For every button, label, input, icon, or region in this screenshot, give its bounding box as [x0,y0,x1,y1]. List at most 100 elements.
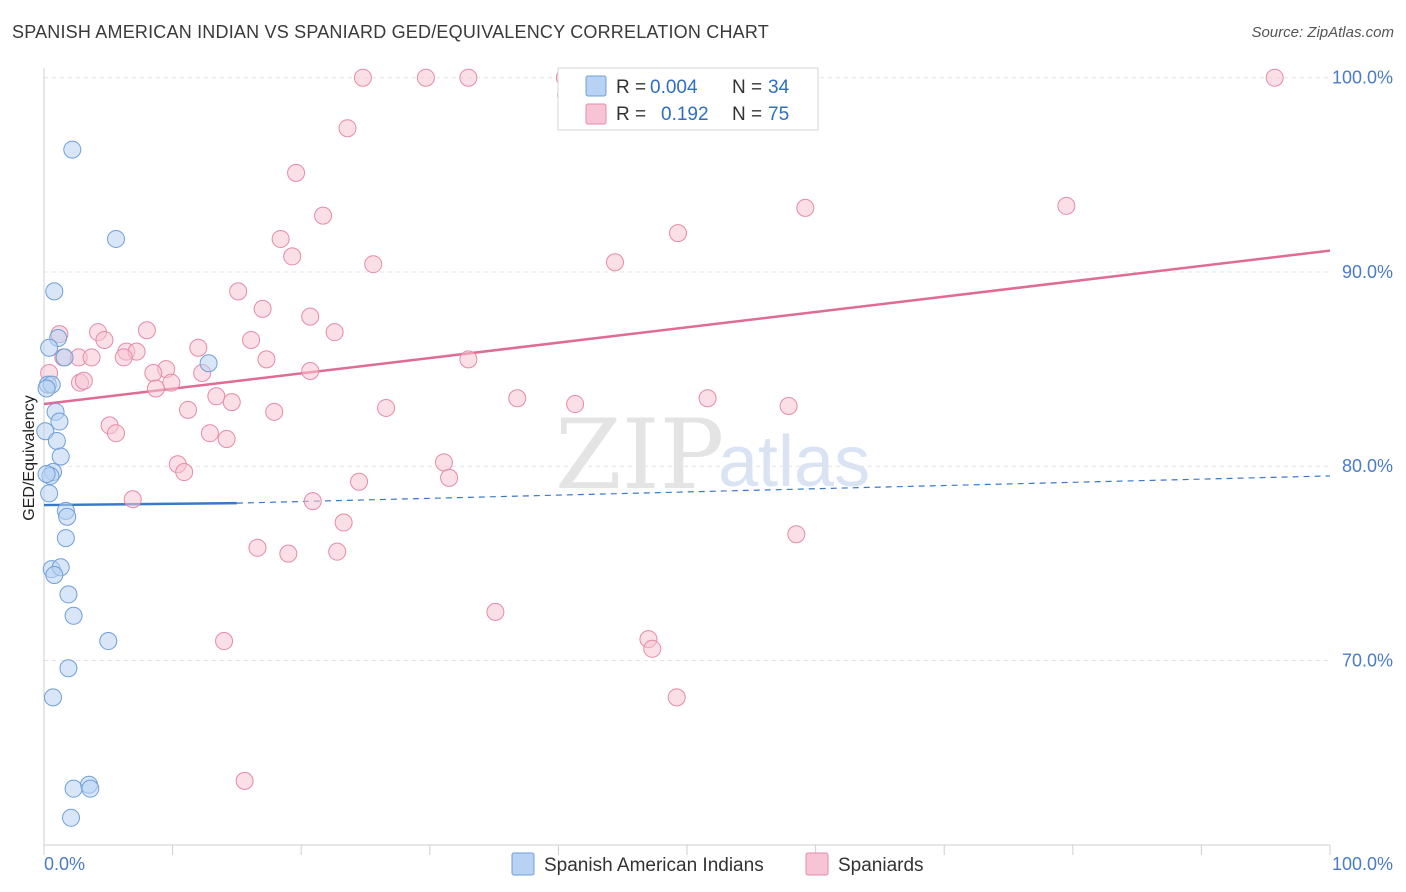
spaniards-point [350,472,369,491]
spanish-american-indians-point [37,379,56,398]
spaniards-point [248,538,267,557]
spanish-american-indians-point [81,779,100,798]
gridlines [44,77,1330,661]
spaniards-point [283,247,302,266]
bottom-legend-swatch-pink [805,852,829,876]
spaniards-point [643,639,662,658]
spaniards-point [279,544,298,563]
spaniards-point [338,119,357,138]
spanish-american-indians-point [59,585,78,604]
spaniards-point [353,68,372,87]
spaniards-point [207,387,226,406]
spanish-american-indians-point [45,565,64,584]
spaniards-point [242,330,261,349]
legend-r-label-blue: R = [616,77,646,98]
legend-swatch-pink [585,103,607,125]
x-tick-label-max: 100.0% [1332,854,1393,874]
spaniards-point [440,468,459,487]
legend-n-value-pink: 75 [768,104,789,125]
spaniards-point [175,463,194,482]
y-tick-label: 90.0% [1342,262,1393,282]
spanish-american-indians-point [37,464,56,483]
spaniards-point [229,282,248,301]
spaniards-point [605,253,624,272]
spaniards-points [40,68,1284,790]
bottom-legend-label-blue: Spanish American Indians [544,855,764,876]
spanish-american-indians-point [50,412,69,431]
spaniards-point [222,393,241,412]
spaniards-point [107,424,126,443]
spanish-american-indians-point [56,529,75,548]
spaniards-point [137,321,156,340]
spaniards-point [114,348,133,367]
spaniards-point [459,350,478,369]
spanish-american-indians-point [44,688,63,707]
spaniards-point [287,163,306,182]
spaniards-point [1057,196,1076,215]
bottom-legend: Spanish American Indians Spaniards [511,852,924,876]
spaniards-point [301,307,320,326]
spaniards-point [74,371,93,390]
watermark-atlas: atlas [718,422,870,502]
spaniards-point [217,430,236,449]
y-tick-label: 70.0% [1342,650,1393,670]
x-tick-label-min: 0.0% [44,854,85,874]
spanish-american-indians-point [99,632,118,651]
chart-title: SPANISH AMERICAN INDIAN VS SPANIARD GED/… [12,22,769,42]
spaniards-point [301,362,320,381]
spaniards-point [82,348,101,367]
legend-r-label-pink: R = [616,104,646,125]
bottom-legend-swatch-blue [511,852,535,876]
spanish-american-indians-point [59,659,78,678]
spanish-american-indians-point [58,507,77,526]
spanish-american-indians-points [36,140,218,827]
spanish-american-indians-point [45,282,64,301]
y-tick-labels: 70.0% 80.0% 90.0% 100.0% [1332,68,1393,671]
spaniards-point [215,632,234,651]
spaniards-point [796,198,815,217]
spaniards-point [416,68,435,87]
stats-legend: R = 0.004 N = 34 R = 0.192 N = 75 [557,67,819,131]
spaniards-point [364,255,383,274]
spaniards-point [265,402,284,421]
spaniards-point [325,323,344,342]
spaniards-point [434,453,453,472]
spaniards-point [377,398,396,417]
spanish-american-indians-point [64,606,83,625]
spanish-american-indians-point [36,422,55,441]
spaniards-point [144,363,163,382]
spaniards-point [787,525,806,544]
spanish-american-indians-point [64,779,83,798]
spaniards-point [1265,68,1284,87]
spaniards-point [328,542,347,561]
spaniards-point [200,424,219,443]
spanish-american-indians-point [40,338,59,357]
chart-source: Source: ZipAtlas.com [1251,24,1394,41]
spaniards-point [508,389,527,408]
watermark-zip: ZIP [555,399,724,511]
spanish-american-indians-point [55,348,74,367]
spaniards-point [667,688,686,707]
spaniards-point [189,338,208,357]
spaniards-point [257,350,276,369]
bottom-legend-label-pink: Spaniards [838,855,924,876]
spanish-american-indians-point [63,140,82,159]
y-tick-label: 80.0% [1342,456,1393,476]
spaniards-point [95,330,114,349]
x-ticks [43,845,1331,855]
y-axis-title: GED/Equivalency [21,395,38,520]
legend-n-value-blue: 34 [768,77,790,98]
legend-r-value-blue: 0.004 [650,77,698,98]
spaniards-point [334,513,353,532]
legend-swatch-blue [585,75,607,97]
spaniards-point [146,379,165,398]
legend-r-value-pink: 0.192 [661,104,709,125]
spaniards-point [235,771,254,790]
legend-n-label-blue: N = [732,77,762,98]
y-tick-label: 100.0% [1332,68,1393,88]
spaniards-point [314,206,333,225]
spaniards-point [566,395,585,414]
spanish-american-indians-trend-line [43,501,237,507]
spanish-american-indians-point [62,808,81,827]
